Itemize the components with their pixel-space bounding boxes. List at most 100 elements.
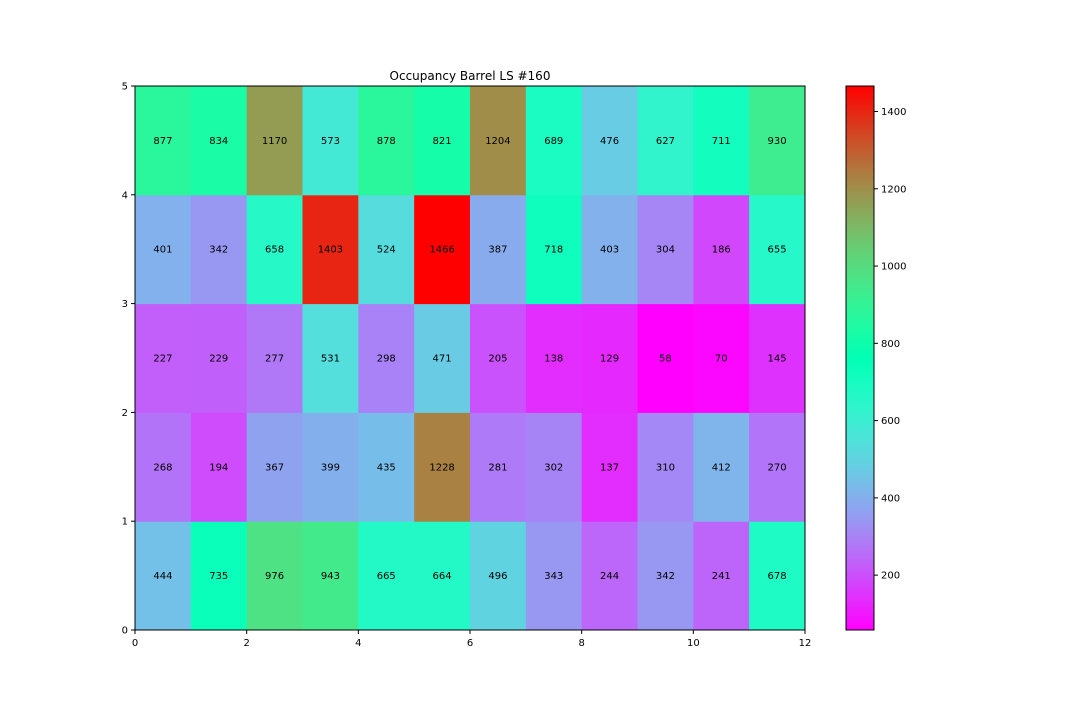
cell-value-label: 138 [544,354,563,365]
heatmap-cell [414,303,471,413]
heatmap-cell [470,521,527,631]
cell-value-label: 476 [600,136,619,147]
heatmap-cell [693,86,750,196]
chart-title: Occupancy Barrel LS #160 [390,69,551,83]
heatmap-cell [470,194,527,305]
heatmap-cell [135,194,192,305]
heatmap-cell [302,86,359,196]
heatmap-cell [470,86,527,196]
heatmap-cell [470,412,527,522]
heatmap-cell [190,86,248,196]
heatmap-cell [414,521,471,631]
cell-value-label: 70 [715,354,728,365]
cell-value-label: 387 [488,245,507,256]
heatmap-cell [414,194,471,305]
heatmap-cell [749,194,806,305]
cell-value-label: 137 [600,462,619,473]
cell-value-label: 342 [656,571,675,582]
colorbar-tick-label: 200 [881,571,900,582]
cell-value-label: 821 [433,136,452,147]
cell-value-label: 281 [488,462,507,473]
cell-value-label: 930 [768,136,787,147]
y-tick-label: 0 [122,626,128,637]
cell-value-label: 401 [153,245,172,256]
cell-value-label: 241 [712,571,731,582]
heatmap-cell [358,521,415,631]
heatmap-cell [135,303,192,413]
cell-value-label: 277 [265,354,284,365]
cell-value-label: 186 [712,245,731,256]
cell-value-label: 1466 [429,245,454,256]
heatmap-cell [693,521,750,631]
cell-value-label: 718 [544,245,563,256]
colorbar-tick-label: 1000 [881,262,906,273]
cell-value-label: 145 [768,354,787,365]
heatmap-cell [581,194,638,305]
cell-value-label: 573 [321,136,340,147]
cell-value-label: 943 [321,571,340,582]
cell-value-label: 229 [209,354,228,365]
heatmap-cell [525,521,583,631]
x-tick-label: 8 [578,638,584,649]
x-axis: 0 2 4 6 8 10 12 [132,630,811,649]
x-tick-label: 10 [687,638,700,649]
x-tick-label: 2 [243,638,249,649]
heatmap-cell [693,412,750,522]
cell-value-label: 244 [600,571,619,582]
heatmap-cell [749,86,806,196]
cell-value-label: 658 [265,245,284,256]
cell-value-label: 1228 [429,462,454,473]
heatmap-cell [358,86,415,196]
cell-value-label: 367 [265,462,284,473]
colorbar-tick-label: 600 [881,416,900,427]
heatmap-cell [637,412,694,522]
heatmap-cell [581,86,638,196]
y-tick-label: 3 [122,299,128,310]
cell-value-label: 678 [768,571,787,582]
colorbar-tick-label: 1400 [881,107,906,118]
cell-value-label: 435 [377,462,396,473]
cell-value-label: 298 [377,354,396,365]
x-tick-label: 0 [132,638,138,649]
cell-value-label: 270 [768,462,787,473]
heatmap-cell [302,303,359,413]
cell-value-label: 655 [768,245,787,256]
heatmap-cell [135,412,192,522]
heatmap-cell [190,521,248,631]
heatmap-cell [190,303,248,413]
heatmap-cell [358,412,415,522]
heatmap-cell [246,194,303,305]
cell-value-label: 1170 [262,136,287,147]
cell-value-label: 711 [712,136,731,147]
heatmap-cell [637,194,694,305]
heatmap-cells [135,86,806,631]
cell-value-label: 877 [153,136,172,147]
heatmap-cell [302,194,359,305]
cell-value-label: 976 [265,571,284,582]
cell-value-label: 399 [321,462,340,473]
heatmap-cell [135,86,192,196]
heatmap-cell [414,412,471,522]
cell-value-label: 412 [712,462,731,473]
heatmap-cell-labels: 444 735 976 943 665 664 496 343 244 342 241 678 268 1… [153,136,786,582]
cell-value-label: 268 [153,462,172,473]
colorbar-tick-label: 1200 [881,184,906,195]
y-tick-label: 2 [122,408,128,419]
cell-value-label: 878 [377,136,396,147]
heatmap-cell [637,86,694,196]
colorbar-axis: 200 400 600 800 1000 1200 1400 [874,107,906,582]
colorbar-tick-label: 400 [881,493,900,504]
cell-value-label: 664 [433,571,452,582]
heatmap-cell [358,194,415,305]
cell-value-label: 665 [377,571,396,582]
heatmap-cell [358,303,415,413]
heatmap-cell [581,412,638,522]
cell-value-label: 227 [153,354,172,365]
heatmap-cell [525,194,583,305]
heatmap-cell [302,521,359,631]
cell-value-label: 471 [433,354,452,365]
heatmap-cell [581,303,638,413]
heatmap-cell [470,303,527,413]
heatmap-cell [693,303,750,413]
